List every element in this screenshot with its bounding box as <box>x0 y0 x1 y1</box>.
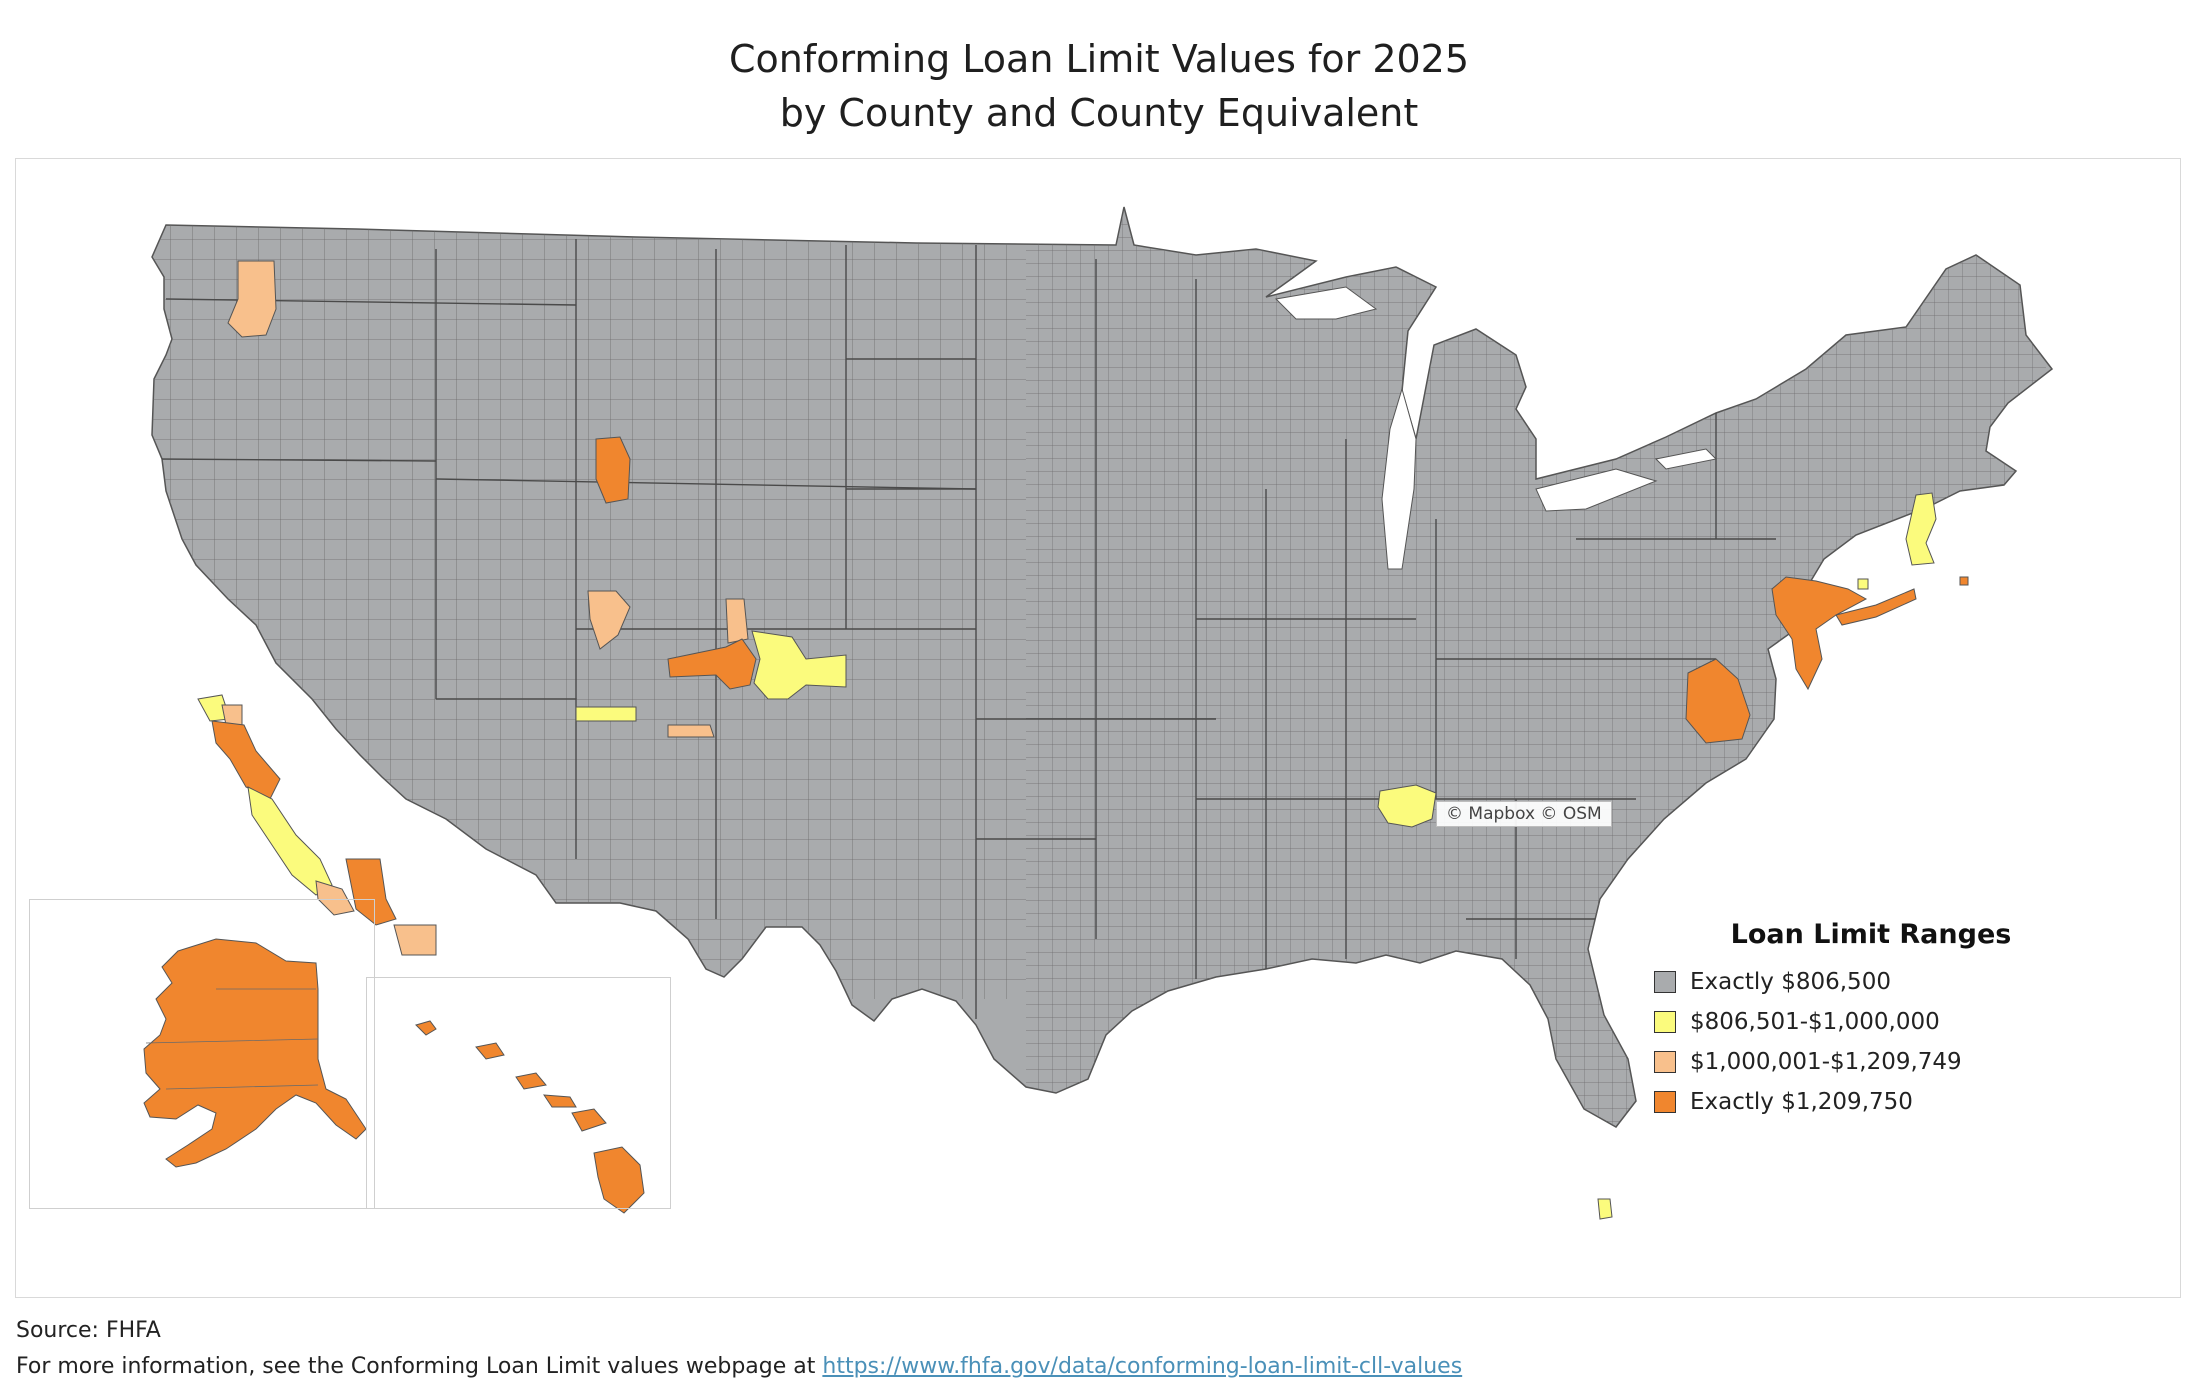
map-frame[interactable]: © Mapbox © OSM Loan Limit Ranges Exactly… <box>15 158 2181 1298</box>
hawaii-inset[interactable] <box>366 977 671 1209</box>
highlighted-counties <box>197 260 1969 1220</box>
alaska-inset[interactable] <box>29 899 375 1209</box>
legend-label: Exactly $1,209,750 <box>1690 1089 1913 1115</box>
legend-item-806501-1000000[interactable]: $806,501-$1,000,000 <box>1654 1002 2074 1042</box>
fhfa-link[interactable]: https://www.fhfa.gov/data/conforming-loa… <box>822 1354 1463 1379</box>
chart-title-line-1: Conforming Loan Limit Values for 2025 <box>728 37 1470 81</box>
legend: Loan Limit Ranges Exactly $806,500 $806,… <box>1654 919 2074 1122</box>
legend-item-exactly-806500[interactable]: Exactly $806,500 <box>1654 962 2074 1002</box>
legend-swatch-orange <box>1654 1091 1676 1113</box>
source-note: Source: FHFA <box>16 1318 161 1343</box>
legend-label: $806,501-$1,000,000 <box>1690 1009 1940 1035</box>
hawaii-shapes <box>415 1020 645 1214</box>
more-info-note: For more information, see the Conforming… <box>16 1354 1462 1379</box>
chart-title-line-2: by County and County Equivalent <box>779 91 1419 135</box>
legend-title: Loan Limit Ranges <box>1730 919 2012 950</box>
legend-item-exactly-1209750[interactable]: Exactly $1,209,750 <box>1654 1082 2074 1122</box>
map-attribution[interactable]: © Mapbox © OSM <box>1436 801 1612 827</box>
legend-swatch-peach <box>1654 1051 1676 1073</box>
us-county-map[interactable] <box>16 159 2182 1299</box>
legend-label: Exactly $806,500 <box>1690 969 1891 995</box>
more-info-text: For more information, see the Conforming… <box>16 1354 823 1379</box>
legend-label: $1,000,001-$1,209,749 <box>1690 1049 1962 1075</box>
legend-item-1000001-1209749[interactable]: $1,000,001-$1,209,749 <box>1654 1042 2074 1082</box>
alaska-shape <box>143 938 367 1168</box>
legend-swatch-yellow <box>1654 1011 1676 1033</box>
legend-swatch-gray <box>1654 971 1676 993</box>
